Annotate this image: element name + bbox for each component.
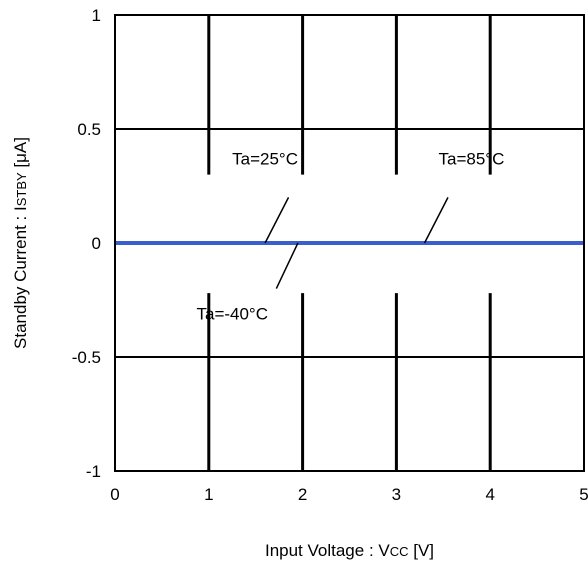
- x-axis-label-main: Input Voltage : V: [265, 541, 390, 560]
- annotation-label: Ta=-40°C: [196, 305, 268, 324]
- y-axis-label-unit: [μA]: [11, 137, 30, 172]
- y-tick-label: 0.5: [77, 120, 101, 139]
- y-axis-label: Standby Current : ISTBY [μA]: [11, 137, 30, 349]
- y-tick-label: -0.5: [72, 348, 101, 367]
- annotation-leader: [264, 197, 290, 244]
- annotation-leader: [275, 242, 299, 289]
- x-tick-label: 0: [110, 485, 119, 504]
- annotations: Ta=25°C Ta=85°C Ta=-40°C: [196, 150, 504, 324]
- y-tick-label: 0: [92, 234, 101, 253]
- annotation-label: Ta=85°C: [439, 150, 505, 169]
- annotation-label: Ta=25°C: [232, 150, 298, 169]
- grid: [115, 15, 584, 471]
- y-axis-label-sub: STBY: [14, 172, 29, 206]
- x-axis-label-unit: [V]: [409, 541, 435, 560]
- x-tick-label: 3: [392, 485, 401, 504]
- tick-labels: 0 1 2 3 4 5 -1 -0.5 0 0.5 1: [72, 6, 588, 504]
- x-tick-label: 2: [298, 485, 307, 504]
- x-axis-label: Input Voltage : VCC [V]: [265, 541, 434, 560]
- x-axis-label-sub: CC: [390, 544, 409, 559]
- x-tick-label: 5: [579, 485, 588, 504]
- y-tick-label: -1: [86, 462, 101, 481]
- y-tick-label: 1: [92, 6, 101, 25]
- y-axis-label-main: Standby Current : I: [11, 206, 30, 349]
- x-tick-label: 1: [204, 485, 213, 504]
- x-tick-label: 4: [485, 485, 494, 504]
- annotation-leader: [423, 197, 449, 244]
- plot-frame: [114, 14, 585, 472]
